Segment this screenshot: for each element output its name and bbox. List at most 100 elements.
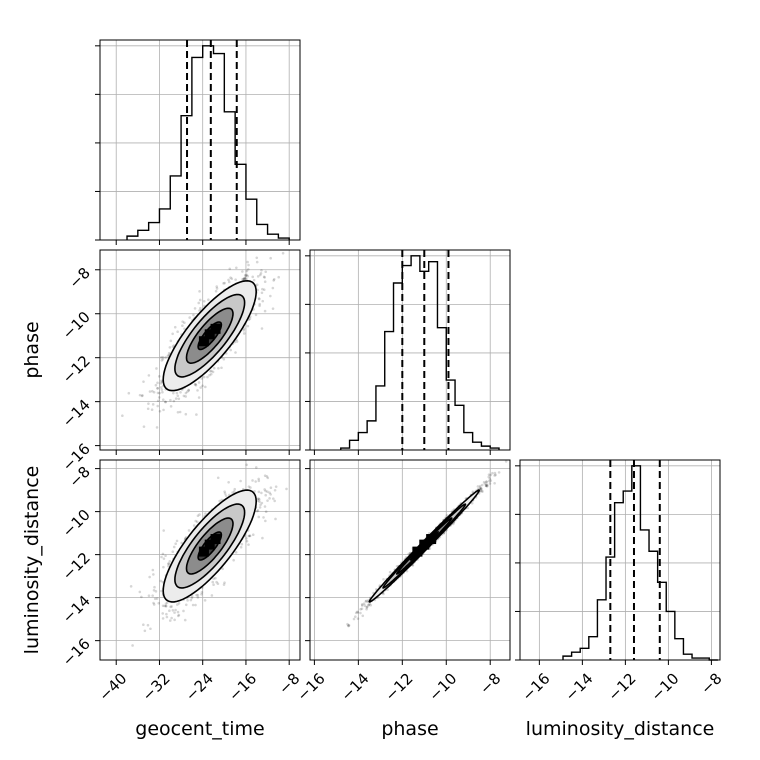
sample-point (198, 309, 201, 312)
sample-point (159, 579, 163, 583)
sample-point (471, 490, 475, 493)
sample-point (257, 497, 260, 500)
sample-point (246, 267, 250, 271)
sample-point (264, 510, 268, 514)
sample-point (200, 593, 203, 596)
sample-point (484, 484, 488, 488)
sample-point (258, 500, 261, 504)
sample-point (494, 473, 497, 477)
sample-point (246, 324, 250, 328)
sample-point (271, 497, 275, 500)
sample-point (493, 471, 497, 475)
sample-point (222, 357, 226, 361)
sample-point (162, 529, 165, 532)
sample-point (260, 291, 264, 295)
sample-point (148, 575, 151, 579)
sample-point (176, 330, 179, 333)
histogram-steps-geocent_time (126, 45, 290, 240)
histogram-frame-geocent_time (99, 39, 301, 241)
sample-point (214, 576, 217, 580)
sample-point (167, 562, 170, 565)
sample-point (360, 603, 364, 606)
sample-point (160, 589, 163, 593)
sample-point (198, 513, 201, 516)
sample-point (252, 278, 256, 282)
x-tick-label: −24 (182, 670, 217, 705)
x-tick-label: −10 (648, 670, 683, 705)
sample-point (497, 471, 501, 474)
density-peak-cell (412, 546, 423, 557)
sample-point (478, 486, 482, 489)
sample-point (182, 394, 186, 398)
sample-point (165, 615, 169, 619)
sample-point (174, 397, 178, 400)
sample-point (193, 383, 197, 386)
sample-point (156, 386, 160, 390)
scatter-frame-1 (99, 459, 301, 661)
sample-point (215, 287, 219, 290)
sample-point (187, 529, 191, 532)
sample-point (171, 550, 175, 553)
sample-point (264, 493, 268, 497)
sample-point (164, 400, 167, 404)
sample-point (356, 610, 359, 614)
x-tick-label: −12 (381, 670, 416, 705)
histogram-frame-phase (309, 249, 511, 451)
sample-point (245, 463, 248, 467)
x-tick-label: −8 (476, 670, 504, 698)
sample-point (156, 404, 160, 408)
sample-point (198, 298, 202, 302)
sample-point (197, 381, 201, 384)
sample-point (259, 503, 262, 507)
sample-point (183, 618, 187, 622)
sample-point (347, 624, 350, 627)
sample-point (164, 604, 168, 608)
sample-point (361, 614, 365, 618)
sample-point (201, 384, 204, 388)
x-axis-label-phase: phase (381, 718, 438, 740)
sample-point (269, 256, 272, 260)
sample-point (160, 379, 163, 383)
sample-point (162, 408, 165, 412)
sample-point (177, 397, 181, 401)
sample-point (215, 580, 218, 584)
density-peak-cell (210, 534, 221, 545)
sample-point (234, 351, 237, 354)
scatter-points-0 (121, 251, 285, 429)
sample-point (166, 601, 169, 604)
sample-point (481, 490, 484, 494)
sample-point (487, 475, 491, 479)
contour-line-1 (382, 503, 467, 590)
sample-point (179, 390, 182, 394)
sample-point (482, 480, 486, 484)
sample-point (217, 366, 220, 370)
sample-point (160, 555, 163, 559)
sample-point (235, 266, 238, 270)
sample-point (246, 274, 250, 278)
sample-point (273, 499, 276, 503)
sample-point (156, 386, 159, 390)
sample-point (369, 603, 373, 607)
sample-point (199, 306, 202, 310)
sample-point (470, 501, 474, 505)
sample-point (272, 277, 276, 281)
contour-line-3 (197, 531, 223, 561)
x-tick-label: −32 (139, 670, 174, 705)
sample-point (367, 603, 371, 607)
sample-point (220, 366, 223, 370)
sample-point (198, 290, 201, 293)
sample-point (164, 604, 168, 608)
sample-point (247, 543, 250, 546)
sample-point (173, 325, 177, 329)
sample-point (230, 277, 234, 281)
sample-point (212, 366, 216, 370)
sample-point (346, 622, 349, 626)
sample-point (155, 367, 158, 370)
sample-point (232, 558, 235, 562)
sample-point (196, 514, 200, 518)
contour-line-0 (162, 279, 258, 392)
sample-point (224, 494, 228, 497)
sample-point (181, 324, 184, 328)
sample-point (228, 267, 232, 271)
x-tick-label: −16 (294, 670, 329, 705)
